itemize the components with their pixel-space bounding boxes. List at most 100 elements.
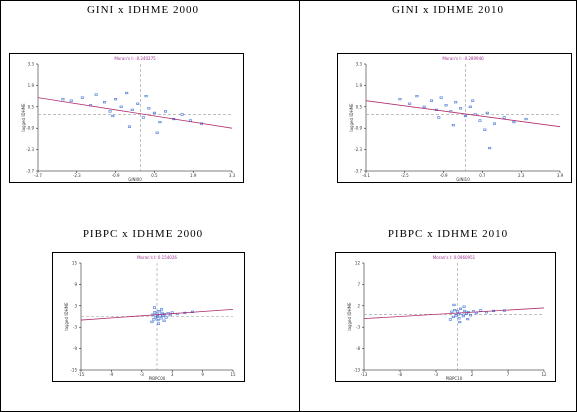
- point: [157, 322, 161, 325]
- point: [69, 99, 73, 102]
- y-tick-label: 3: [74, 303, 77, 308]
- point: [61, 98, 65, 101]
- x-tick-label: -15: [78, 372, 85, 377]
- x-tick-label: 0.7: [479, 173, 486, 178]
- point: [152, 318, 156, 321]
- x-tick-label: -13: [361, 372, 368, 377]
- moran-label: Moran's I: -0.240275: [114, 56, 156, 61]
- x-tick-label: 2.3: [518, 173, 525, 178]
- point: [458, 307, 462, 310]
- point: [437, 116, 441, 119]
- point: [152, 111, 156, 115]
- fit-line: [80, 308, 234, 321]
- point: [452, 303, 456, 307]
- y-tick-label: 0.5: [28, 104, 35, 109]
- point: [471, 99, 475, 102]
- point: [161, 314, 165, 317]
- moran-label: Moran's I: 0.0960951: [433, 255, 476, 260]
- x-tick-label: 1.9: [190, 173, 197, 178]
- point: [459, 107, 463, 110]
- point: [469, 314, 473, 317]
- point: [524, 117, 528, 121]
- x-axis-label: GINI00: [128, 177, 142, 182]
- point: [408, 102, 412, 105]
- y-tick-label: -3: [73, 325, 77, 330]
- point: [156, 318, 160, 322]
- y-axis-label: lagged IDHME: [64, 302, 69, 331]
- fit-line: [363, 307, 545, 320]
- point: [162, 319, 166, 322]
- point: [451, 124, 455, 127]
- point: [168, 313, 172, 317]
- x-tick-label: -9: [109, 372, 113, 377]
- point: [157, 310, 161, 313]
- point: [468, 105, 472, 108]
- moran-label: Moran's I: -0.289946: [442, 56, 484, 61]
- y-tick-label: 0.5: [356, 104, 363, 109]
- point: [147, 107, 151, 110]
- point: [144, 95, 148, 98]
- y-tick-label: -2.3: [354, 147, 362, 152]
- x-tick-label: -0.9: [440, 173, 448, 178]
- y-tick-label: 9: [74, 282, 77, 287]
- chart-frame: [335, 252, 556, 382]
- y-tick-label: 2: [357, 303, 360, 308]
- x-tick-label: 3: [171, 372, 174, 377]
- point: [130, 108, 134, 111]
- point: [451, 315, 455, 319]
- x-tick-label: 2: [471, 372, 474, 377]
- point: [478, 119, 482, 122]
- point: [453, 308, 457, 312]
- point: [163, 110, 167, 113]
- y-axis-label: lagged IDHME: [347, 302, 352, 331]
- chart-title: GINI x IDHME 2010: [392, 4, 504, 16]
- x-tick-label: 7: [507, 372, 510, 377]
- point: [463, 309, 467, 313]
- chart-title: GINI x IDHME 2000: [87, 4, 199, 16]
- point: [155, 131, 159, 134]
- point: [429, 99, 433, 102]
- moran-label: Moran's I: 0.154026: [137, 255, 177, 260]
- point: [103, 101, 107, 104]
- point: [108, 110, 112, 113]
- y-tick-label: 3.3: [356, 62, 363, 67]
- point: [456, 310, 460, 313]
- point: [456, 313, 460, 316]
- y-tick-label: 1.9: [28, 83, 35, 88]
- x-tick-label: 12: [541, 372, 547, 377]
- point: [398, 98, 402, 101]
- fit-line: [365, 100, 561, 128]
- point: [454, 314, 458, 317]
- y-tick-label: 15: [72, 261, 78, 266]
- point: [462, 305, 466, 308]
- point: [463, 114, 467, 118]
- point: [461, 314, 465, 318]
- x-tick-label: -3: [434, 372, 438, 377]
- point: [125, 91, 129, 95]
- point: [450, 310, 454, 313]
- point: [111, 114, 115, 118]
- y-tick-label: -0.9: [354, 126, 362, 131]
- y-tick-label: -0.9: [26, 126, 34, 131]
- y-tick-label: -8: [356, 346, 360, 351]
- point: [466, 317, 470, 321]
- y-tick-label: -2.3: [26, 147, 34, 152]
- point: [415, 95, 419, 98]
- x-tick-label: -0.9: [112, 173, 120, 178]
- y-tick-label: -9: [73, 346, 77, 351]
- x-axis-label: GINI10: [456, 177, 470, 182]
- point: [454, 101, 458, 104]
- chart-title: PIBPC x IDHME 2000: [83, 228, 203, 240]
- point: [444, 104, 448, 107]
- chart-title: PIBPC x IDHME 2010: [388, 228, 508, 240]
- x-tick-label: 0.5: [151, 173, 158, 178]
- point: [502, 116, 506, 119]
- point: [458, 320, 462, 324]
- point: [457, 317, 461, 320]
- point: [180, 113, 184, 116]
- point: [152, 306, 156, 309]
- point: [156, 315, 160, 318]
- point: [483, 128, 487, 131]
- y-axis-label: lagged IDHME: [349, 103, 354, 132]
- y-tick-label: -3.7: [354, 169, 362, 174]
